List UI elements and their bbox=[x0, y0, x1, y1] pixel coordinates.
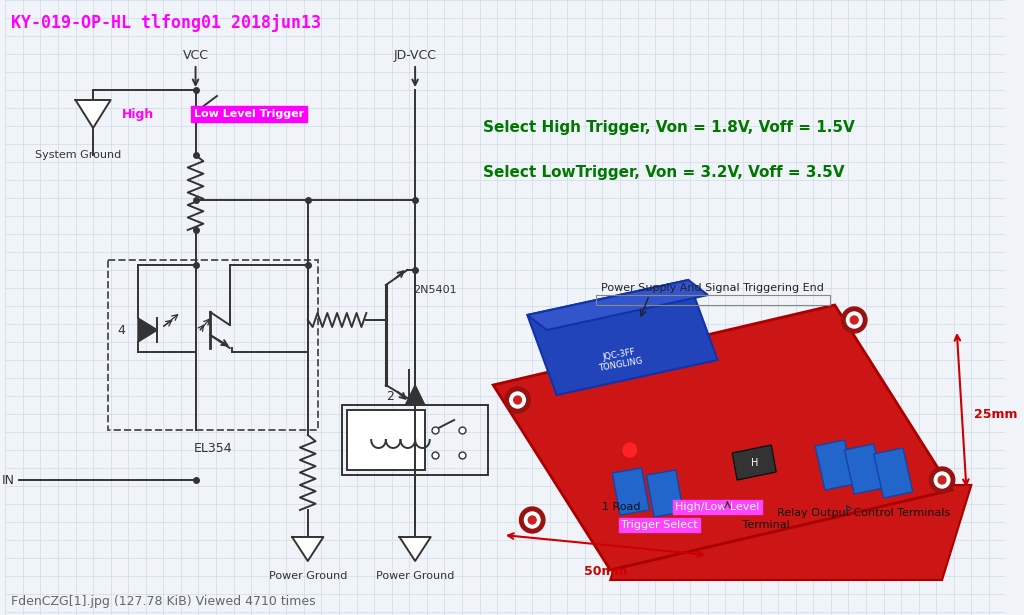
Text: 1 Road: 1 Road bbox=[602, 502, 644, 512]
Polygon shape bbox=[138, 318, 158, 342]
Text: Power Ground: Power Ground bbox=[376, 571, 455, 581]
Text: Relay Output Control Terminals: Relay Output Control Terminals bbox=[777, 508, 950, 518]
Text: 4: 4 bbox=[118, 323, 125, 336]
Circle shape bbox=[510, 392, 525, 408]
Polygon shape bbox=[610, 485, 972, 580]
Text: High: High bbox=[122, 108, 155, 121]
Bar bbox=[347, 410, 425, 470]
Text: 2: 2 bbox=[386, 391, 393, 403]
Text: JD-VCC: JD-VCC bbox=[393, 49, 436, 62]
Text: High/Low Level: High/Low Level bbox=[676, 502, 760, 512]
Circle shape bbox=[847, 312, 862, 328]
Polygon shape bbox=[815, 440, 854, 490]
Circle shape bbox=[842, 307, 867, 333]
Circle shape bbox=[505, 387, 530, 413]
Polygon shape bbox=[646, 470, 683, 517]
Polygon shape bbox=[527, 280, 718, 395]
Text: EL354: EL354 bbox=[194, 442, 231, 455]
Circle shape bbox=[514, 396, 521, 404]
Text: Terminal: Terminal bbox=[739, 520, 790, 530]
Text: Select High Trigger, Von = 1.8V, Voff = 1.5V: Select High Trigger, Von = 1.8V, Voff = … bbox=[483, 120, 855, 135]
Polygon shape bbox=[612, 468, 649, 515]
Text: 50mm: 50mm bbox=[584, 565, 627, 578]
Text: Trigger Select: Trigger Select bbox=[621, 520, 697, 530]
Text: IN: IN bbox=[2, 474, 15, 486]
Circle shape bbox=[934, 472, 950, 488]
Polygon shape bbox=[527, 280, 708, 330]
Text: FdenCZG[1].jpg (127.78 KiB) Viewed 4710 times: FdenCZG[1].jpg (127.78 KiB) Viewed 4710 … bbox=[11, 595, 315, 608]
Text: Power Supply And Signal Triggering End: Power Supply And Signal Triggering End bbox=[600, 283, 823, 293]
Polygon shape bbox=[292, 537, 324, 561]
Polygon shape bbox=[494, 305, 952, 570]
Text: 25mm: 25mm bbox=[974, 408, 1018, 421]
Polygon shape bbox=[406, 385, 425, 405]
Text: System Ground: System Ground bbox=[35, 150, 121, 160]
Circle shape bbox=[930, 467, 954, 493]
Text: JQC-3FF
TONGLING: JQC-3FF TONGLING bbox=[596, 347, 644, 373]
Circle shape bbox=[850, 316, 858, 324]
Polygon shape bbox=[399, 537, 431, 561]
Text: VCC: VCC bbox=[182, 49, 209, 62]
Text: Select LowTrigger, Von = 3.2V, Voff = 3.5V: Select LowTrigger, Von = 3.2V, Voff = 3.… bbox=[483, 165, 845, 180]
Text: 2N5401: 2N5401 bbox=[413, 285, 457, 295]
Polygon shape bbox=[845, 444, 884, 494]
Circle shape bbox=[519, 507, 545, 533]
Circle shape bbox=[938, 476, 946, 484]
Circle shape bbox=[524, 512, 540, 528]
Text: Low Level Trigger: Low Level Trigger bbox=[195, 109, 304, 119]
Circle shape bbox=[528, 516, 537, 524]
Polygon shape bbox=[732, 445, 776, 480]
Polygon shape bbox=[76, 100, 111, 128]
Text: KY-019-OP-HL tlfong01 2018jun13: KY-019-OP-HL tlfong01 2018jun13 bbox=[11, 14, 322, 32]
Text: Power Ground: Power Ground bbox=[268, 571, 347, 581]
Circle shape bbox=[623, 443, 637, 457]
Text: H: H bbox=[751, 458, 759, 468]
Polygon shape bbox=[873, 448, 912, 498]
